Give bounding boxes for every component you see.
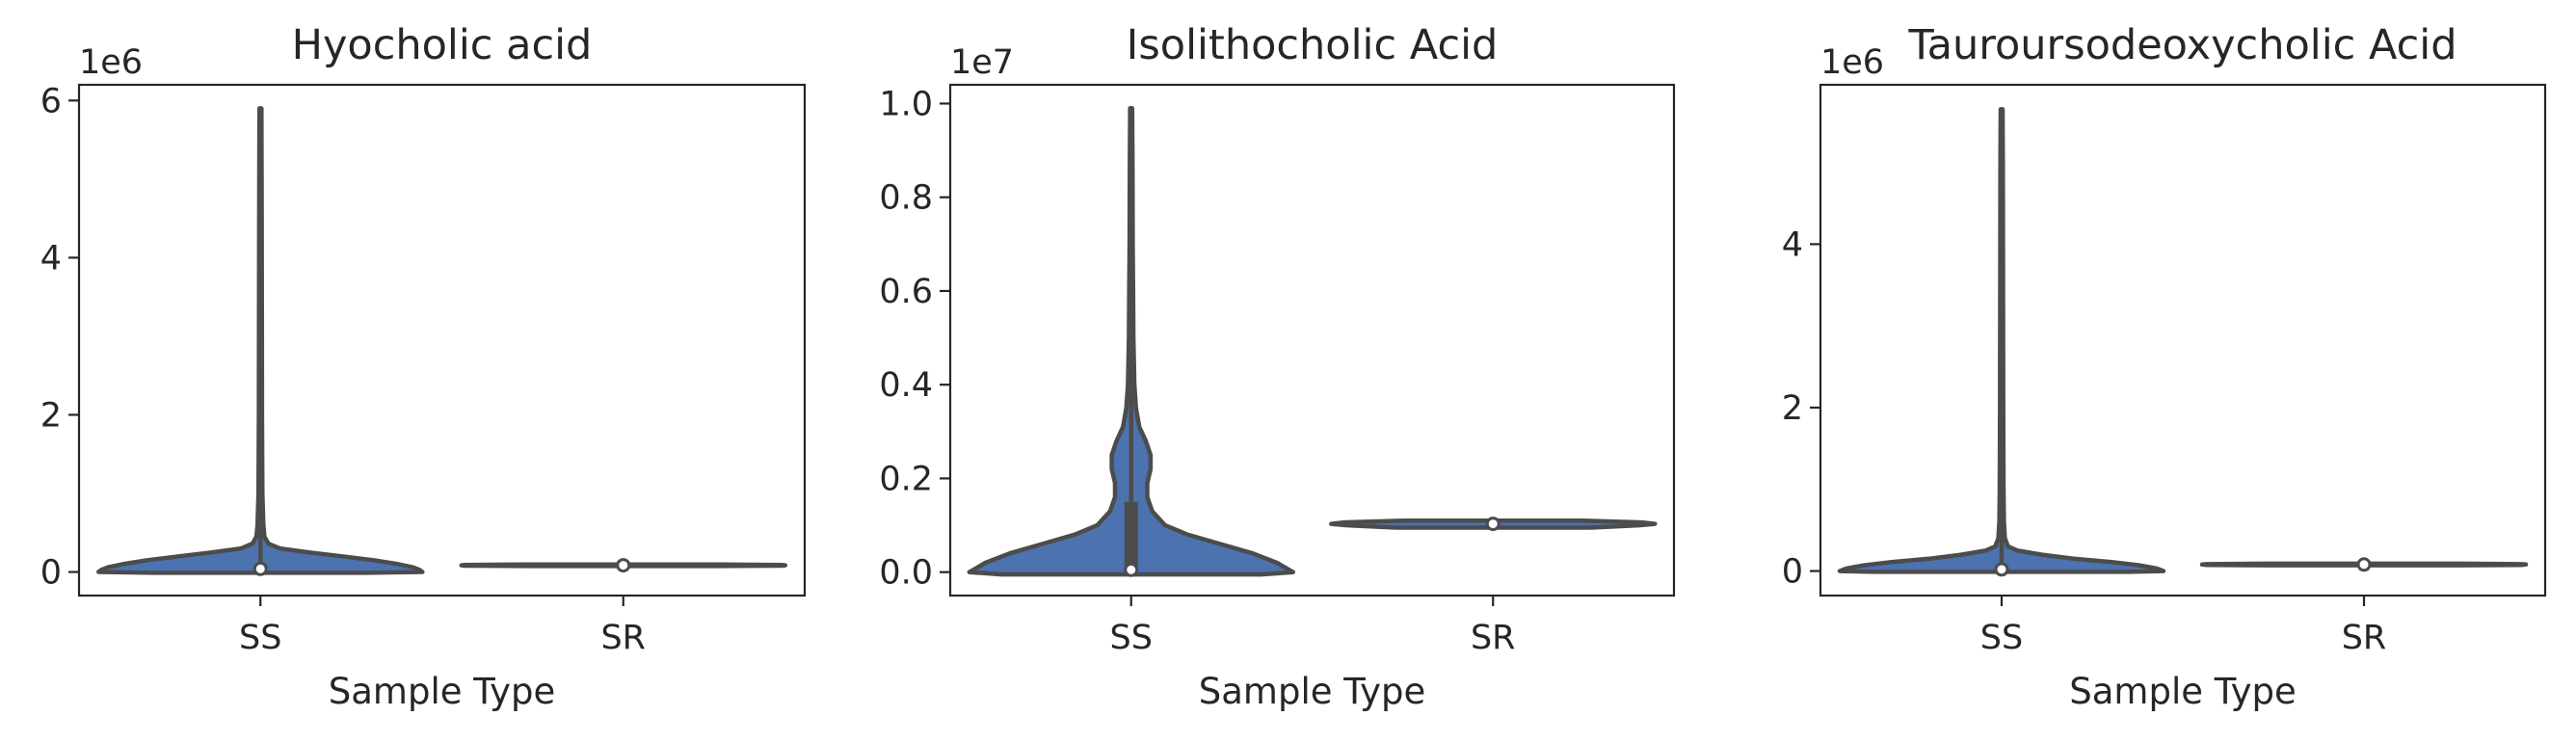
x-tick-label-sr: SR (2342, 619, 2387, 657)
y-offset-label: 1e7 (950, 43, 1014, 82)
panel-isolithocholic-acid: Isolithocholic Acid 1e7 Sample Type SS S… (879, 21, 1676, 712)
plot-frame (77, 83, 807, 597)
y-tick-label: 0.0 (879, 554, 933, 593)
y-offset-label: 1e6 (79, 43, 143, 82)
chart-title: Isolithocholic Acid (1127, 21, 1499, 69)
panel-tauroursodeoxycholic-acid: Tauroursodeoxycholic Acid 1e6 Sample Typ… (1782, 21, 2547, 712)
median-point-sr (2356, 557, 2372, 572)
chart-title: Hyocholic acid (292, 21, 593, 69)
median-point-ss (1124, 562, 1139, 577)
y-tick-label: 2 (40, 396, 62, 435)
x-axis-label: Sample Type (2069, 671, 2296, 712)
x-tick-label-ss: SS (239, 619, 281, 657)
median-point-sr (1485, 517, 1500, 532)
y-tick-label: 0.6 (879, 273, 933, 311)
y-tick-label: 1.0 (879, 85, 933, 123)
panel-hyocholic-acid: Hyocholic acid 1e6 Sample Type SS SR 0 2 4… (40, 21, 807, 712)
plot-frame (948, 83, 1676, 597)
chart-title: Tauroursodeoxycholic Acid (1907, 21, 2456, 69)
x-tick-label-ss: SS (1110, 619, 1153, 657)
y-tick-label: 0.4 (879, 366, 933, 405)
y-tick-label: 0.2 (879, 460, 933, 498)
x-tick-label-sr: SR (600, 619, 646, 657)
y-tick-label: 4 (1782, 226, 1803, 264)
plot-frame (1819, 83, 2547, 597)
x-tick-label-ss: SS (1980, 619, 2023, 657)
y-tick-label: 0 (40, 554, 62, 593)
x-axis-label: Sample Type (329, 671, 555, 712)
y-offset-label: 1e6 (1820, 43, 1884, 82)
x-tick-label-sr: SR (1471, 619, 1516, 657)
y-tick-label: 4 (40, 239, 62, 278)
median-point-ss (252, 561, 268, 576)
y-tick-label: 0 (1782, 553, 1803, 592)
median-point-ss (1994, 562, 2009, 577)
y-tick-label: 0.8 (879, 179, 933, 218)
median-point-sr (616, 558, 631, 573)
y-tick-label: 2 (1782, 389, 1803, 428)
x-axis-label: Sample Type (1199, 671, 1425, 712)
y-tick-label: 6 (40, 82, 62, 120)
